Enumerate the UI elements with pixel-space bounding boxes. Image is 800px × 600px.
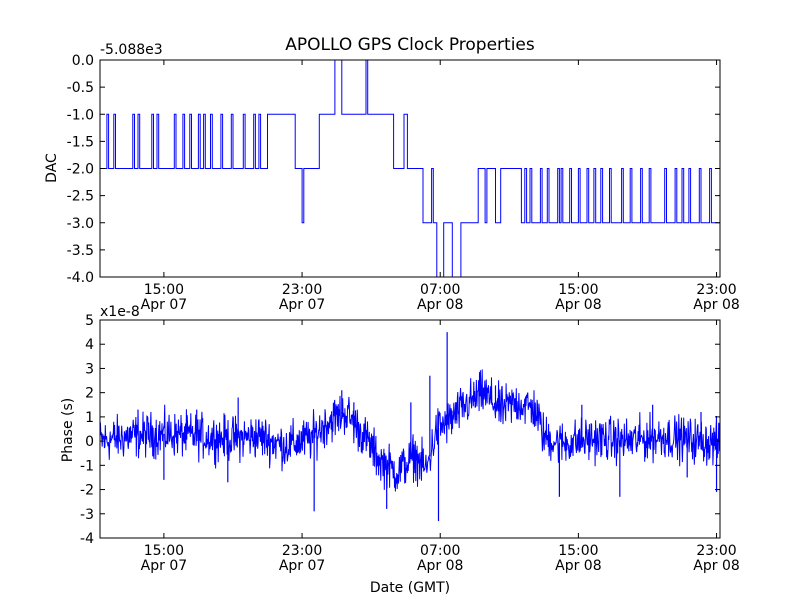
xtick-date-label: Apr 08 [693,297,739,313]
xtick-time-label: 15:00 [558,543,598,559]
ytick-label: -0.5 [67,80,94,96]
xtick-date-label: Apr 08 [417,297,463,313]
xtick-time-label: 15:00 [558,282,598,298]
dac-axes: 0.0 -0.5 -1.0 -1.5 -2.0 -2.5 -3.0 -3.5 -4.0 15:00… [44,42,740,313]
phase-series-line [100,369,720,492]
ytick-label: 1 [85,410,94,426]
xtick-time-label: 23:00 [282,543,322,559]
dac-ylabel: DAC [44,153,60,183]
ytick-label: -1.5 [67,134,94,150]
phase-ylabel: Phase (s) [60,398,76,462]
xtick-date-label: Apr 08 [555,297,601,313]
ytick-label: -1 [80,458,94,474]
xtick-time-label: 23:00 [696,543,736,559]
phase-xlabel: Date (GMT) [370,580,450,596]
xtick-time-label: 15:00 [144,543,184,559]
ytick-label: -1.0 [67,107,94,123]
xtick-time-label: 15:00 [144,282,184,298]
phase-axes-frame [99,319,721,539]
ytick-label: -4.0 [67,270,94,286]
ytick-label: -2.0 [67,162,94,178]
xtick-date-label: Apr 07 [279,558,325,574]
ytick-label: 3 [85,361,94,377]
xtick-date-label: Apr 07 [141,558,187,574]
xtick-date-label: Apr 08 [417,558,463,574]
ytick-label: 2 [85,386,94,402]
xtick-time-label: 23:00 [282,282,322,298]
ytick-label: -3.0 [67,216,94,232]
xtick-time-label: 23:00 [696,282,736,298]
xtick-date-label: Apr 07 [279,297,325,313]
xtick-time-label: 07:00 [420,282,460,298]
ytick-label: -2.5 [67,189,94,205]
xtick-date-label: Apr 08 [555,558,601,574]
ytick-label: 4 [85,337,94,353]
ytick-label: -3 [80,507,94,523]
xtick-time-label: 07:00 [420,543,460,559]
ytick-label: -2 [80,483,94,499]
dac-offset-label: -5.088e3 [100,42,163,58]
xtick-date-label: Apr 08 [693,558,739,574]
chart-title: APOLLO GPS Clock Properties [285,35,535,55]
ytick-label: 0.0 [72,53,94,69]
ytick-label: -3.5 [67,243,94,259]
xtick-date-label: Apr 07 [141,297,187,313]
ytick-label: 5 [85,313,94,329]
ytick-label: 0 [85,434,94,450]
phase-offset-label: x1e-8 [100,304,140,320]
ytick-label: -4 [80,531,94,547]
dac-series-line [100,60,720,277]
